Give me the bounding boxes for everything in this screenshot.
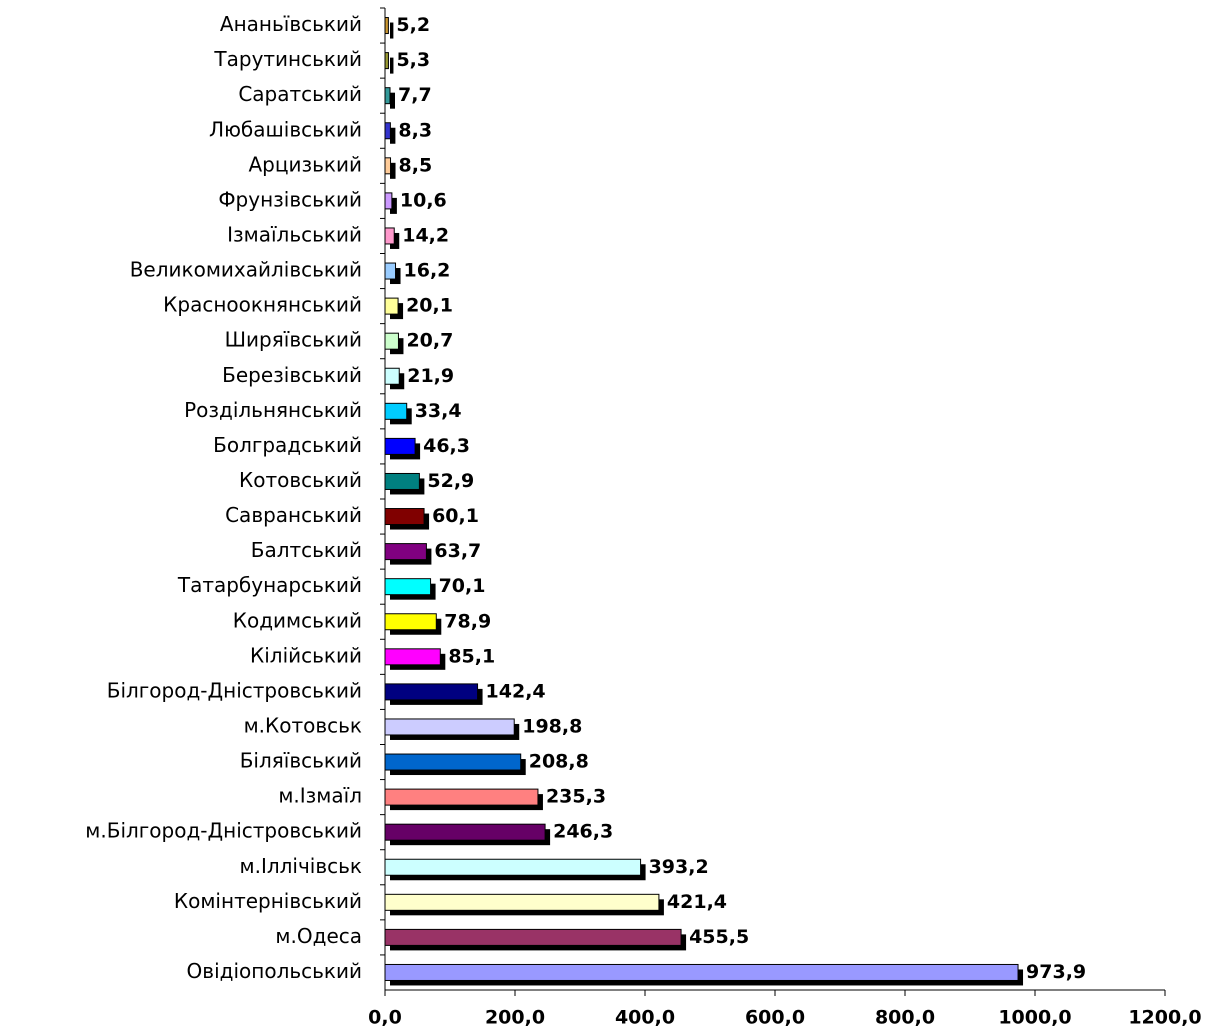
bar-shadow — [390, 162, 396, 179]
value-label: 8,3 — [398, 119, 432, 141]
category-label: Біляївський — [240, 749, 362, 773]
category-label: Білгород-Дністровський — [107, 678, 362, 702]
bar — [384, 823, 546, 841]
value-label: 70,1 — [439, 575, 486, 597]
value-label: 421,4 — [667, 891, 727, 913]
bar — [384, 122, 391, 140]
category-label: Тарутинський — [213, 47, 362, 71]
category-label: Овідіопольський — [187, 959, 362, 983]
x-tick-label: 200,0 — [485, 1007, 545, 1029]
category-label: Роздільнянський — [184, 398, 362, 422]
bar — [384, 17, 389, 35]
bar — [384, 52, 389, 70]
x-tick-label: 1200,0 — [1128, 1007, 1201, 1029]
bar — [384, 402, 408, 420]
x-tick-label: 800,0 — [875, 1007, 935, 1029]
value-label: 63,7 — [434, 540, 481, 562]
bar — [384, 157, 392, 175]
bar-shadow — [390, 197, 397, 214]
category-label: м.Котовськ — [244, 713, 362, 737]
value-label: 246,3 — [553, 821, 613, 843]
bar — [384, 297, 399, 315]
category-label: Фрунзівський — [218, 187, 362, 211]
category-label: Красноокнянський — [163, 293, 362, 317]
bar — [384, 437, 416, 455]
value-label: 20,1 — [406, 295, 453, 317]
bar — [384, 788, 539, 806]
value-label: 455,5 — [689, 926, 749, 948]
bar — [384, 367, 400, 385]
value-label: 16,2 — [404, 260, 451, 282]
category-label: Татарбунарський — [177, 573, 362, 597]
bar — [384, 87, 391, 105]
bar-shadow — [390, 22, 394, 39]
value-label: 208,8 — [529, 751, 589, 773]
category-label: Ширяївський — [225, 328, 362, 352]
bar — [384, 227, 395, 245]
bar — [384, 928, 682, 946]
category-label: Великомихайлівський — [130, 258, 362, 282]
category-label: Березівський — [222, 363, 362, 387]
value-label: 10,6 — [400, 189, 447, 211]
bar-shadow — [390, 92, 396, 109]
bar — [384, 683, 479, 701]
bar-shadow — [390, 127, 396, 144]
bar — [384, 718, 515, 736]
value-label: 973,9 — [1026, 961, 1086, 983]
category-label: Арцизький — [249, 152, 363, 176]
category-label: Савранський — [225, 503, 362, 527]
value-label: 8,5 — [399, 154, 433, 176]
value-label: 7,7 — [398, 84, 432, 106]
value-label: 85,1 — [448, 645, 495, 667]
value-label: 78,9 — [444, 610, 491, 632]
category-label: м.Ізмаїл — [278, 784, 362, 808]
category-label: Ізмаїльський — [227, 222, 362, 246]
bar — [384, 543, 427, 561]
category-label: Комінтернівський — [174, 889, 362, 913]
category-label: м.Одеса — [275, 924, 362, 948]
x-tick-label: 600,0 — [745, 1007, 805, 1029]
bar — [384, 508, 425, 526]
value-label: 198,8 — [522, 715, 582, 737]
category-label: Балтський — [251, 538, 362, 562]
category-label: Болградський — [213, 433, 362, 457]
bar — [384, 192, 393, 210]
bar — [384, 963, 1019, 981]
value-label: 20,7 — [406, 330, 453, 352]
category-label: Кілійський — [250, 643, 362, 667]
value-label: 5,2 — [396, 14, 430, 36]
value-label: 142,4 — [486, 680, 546, 702]
bar — [384, 332, 399, 350]
bar — [384, 262, 397, 280]
category-label: Любашівський — [209, 117, 362, 141]
bar — [384, 472, 420, 490]
value-label: 14,2 — [402, 224, 449, 246]
value-label: 46,3 — [423, 435, 470, 457]
category-label: Саратський — [238, 82, 362, 106]
bar — [384, 613, 437, 631]
x-tick-label: 1000,0 — [998, 1007, 1071, 1029]
category-label: Ананьївський — [220, 12, 362, 36]
value-label: 33,4 — [415, 400, 462, 422]
category-label: Котовський — [239, 468, 362, 492]
value-label: 393,2 — [649, 856, 709, 878]
bar — [384, 893, 660, 911]
x-tick-label: 0,0 — [368, 1007, 402, 1029]
value-label: 52,9 — [427, 470, 474, 492]
bar — [384, 753, 522, 771]
bar-shadow — [390, 57, 394, 74]
bar — [384, 648, 441, 666]
bar — [384, 578, 432, 596]
category-label: м.Іллічівськ — [240, 854, 363, 878]
value-label: 21,9 — [407, 365, 454, 387]
value-label: 5,3 — [396, 49, 430, 71]
x-tick-label: 400,0 — [615, 1007, 675, 1029]
bar — [384, 858, 642, 876]
value-label: 60,1 — [432, 505, 479, 527]
value-label: 235,3 — [546, 786, 606, 808]
category-label: м.Білгород-Дністровський — [85, 819, 362, 843]
category-label: Кодимський — [233, 608, 362, 632]
